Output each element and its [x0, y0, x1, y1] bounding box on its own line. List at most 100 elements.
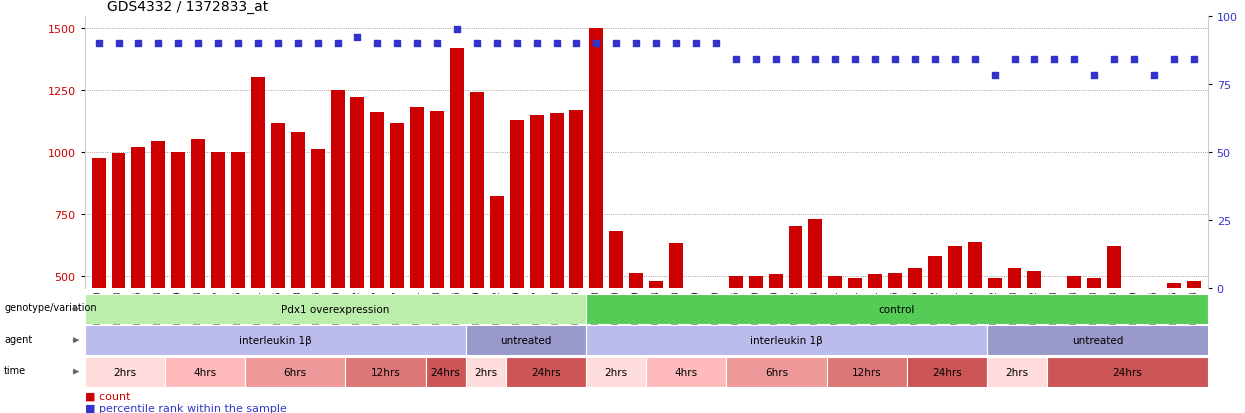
Point — [1144, 73, 1164, 80]
Bar — [489, 197, 504, 399]
Point — [327, 40, 347, 47]
Bar — [549, 114, 564, 399]
Bar — [928, 256, 941, 399]
Point — [885, 57, 905, 63]
Bar — [629, 273, 644, 399]
Bar — [947, 246, 961, 399]
Bar — [85, 357, 164, 387]
Text: 24hrs: 24hrs — [1113, 367, 1143, 377]
Bar — [848, 278, 863, 399]
Point — [148, 40, 168, 47]
Point — [1005, 57, 1025, 63]
Bar — [708, 361, 723, 399]
Point — [507, 40, 527, 47]
Bar — [232, 152, 245, 399]
Bar — [967, 242, 981, 399]
Point — [168, 40, 188, 47]
Bar — [1127, 293, 1140, 399]
Point — [108, 40, 128, 47]
Bar — [192, 140, 205, 399]
Point — [945, 57, 965, 63]
Bar — [669, 244, 684, 399]
Bar — [112, 154, 126, 399]
Point — [248, 40, 268, 47]
Point — [347, 35, 367, 42]
Bar — [1107, 246, 1120, 399]
Bar — [1147, 302, 1160, 399]
Text: 24hrs: 24hrs — [532, 367, 560, 377]
Bar — [291, 133, 305, 399]
Bar — [1167, 283, 1180, 399]
Point — [268, 40, 288, 47]
Bar — [85, 325, 466, 355]
Point — [825, 57, 845, 63]
Bar — [586, 357, 646, 387]
Point — [646, 40, 666, 47]
Bar — [748, 276, 763, 399]
Bar — [1186, 281, 1200, 399]
Bar — [351, 98, 365, 399]
Text: 6hrs: 6hrs — [764, 367, 788, 377]
Bar — [987, 278, 1001, 399]
Text: 2hrs: 2hrs — [113, 367, 137, 377]
Bar — [466, 357, 505, 387]
Bar — [164, 357, 245, 387]
Point — [905, 57, 925, 63]
Point — [1084, 73, 1104, 80]
Text: agent: agent — [4, 334, 32, 344]
Bar — [827, 357, 906, 387]
Bar — [589, 29, 604, 399]
Point — [985, 73, 1005, 80]
Bar — [331, 90, 345, 399]
Point — [128, 40, 148, 47]
Bar — [987, 357, 1047, 387]
Point — [1025, 57, 1045, 63]
Bar — [888, 273, 903, 399]
Text: 4hrs: 4hrs — [675, 367, 698, 377]
Point — [288, 40, 308, 47]
Bar — [469, 93, 484, 399]
Point — [427, 40, 447, 47]
Bar — [1067, 276, 1081, 399]
Point — [566, 40, 586, 47]
Point — [527, 40, 547, 47]
Point — [1124, 57, 1144, 63]
Point — [467, 40, 487, 47]
Bar — [569, 110, 584, 399]
Point — [188, 40, 208, 47]
Text: 12hrs: 12hrs — [371, 367, 401, 377]
Bar — [646, 357, 726, 387]
Bar — [152, 141, 166, 399]
Bar — [1047, 293, 1061, 399]
Point — [606, 40, 626, 47]
Bar — [906, 357, 987, 387]
Bar — [728, 276, 743, 399]
Bar — [529, 115, 544, 399]
Point — [626, 40, 646, 47]
Bar — [1027, 271, 1041, 399]
Point — [786, 57, 806, 63]
Bar — [426, 357, 466, 387]
Text: 6hrs: 6hrs — [284, 367, 306, 377]
Bar — [505, 357, 586, 387]
Bar — [828, 276, 843, 399]
Text: GDS4332 / 1372833_at: GDS4332 / 1372833_at — [107, 0, 269, 14]
Bar — [85, 294, 586, 324]
Bar — [1047, 357, 1208, 387]
Point — [706, 40, 726, 47]
Point — [965, 57, 985, 63]
Bar — [345, 357, 426, 387]
Point — [1045, 57, 1064, 63]
Bar — [390, 124, 405, 399]
Bar — [649, 281, 664, 399]
Bar — [908, 268, 923, 399]
Bar — [370, 113, 385, 399]
Bar — [271, 124, 285, 399]
Bar — [132, 147, 146, 399]
Point — [447, 27, 467, 33]
Text: untreated: untreated — [1072, 335, 1123, 345]
Text: 2hrs: 2hrs — [605, 367, 627, 377]
Point — [686, 40, 706, 47]
Bar — [449, 49, 464, 399]
Text: genotype/variation: genotype/variation — [4, 302, 97, 312]
